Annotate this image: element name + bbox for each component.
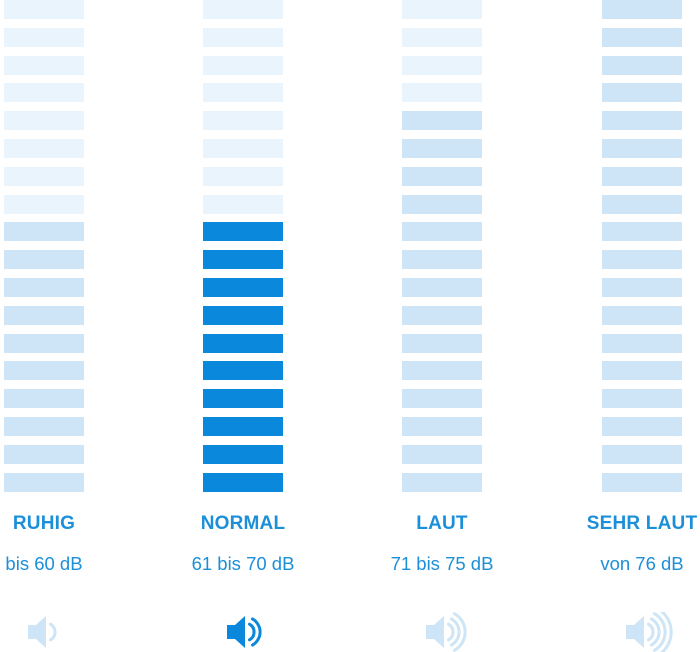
decibel-range: von 76 dB bbox=[600, 553, 684, 574]
meter-segment bbox=[402, 250, 482, 270]
meter-segment bbox=[203, 361, 283, 381]
meter-segment bbox=[602, 83, 682, 103]
meter-segment bbox=[203, 166, 283, 186]
meter-segment bbox=[402, 389, 482, 409]
noise-column-ruhig: RUHIG bis 60 dB bbox=[4, 0, 84, 648]
meter-segment bbox=[4, 139, 84, 158]
level-meter bbox=[402, 0, 482, 494]
meter-segment bbox=[402, 83, 482, 103]
meter-segment bbox=[203, 111, 283, 131]
meter-segment bbox=[4, 250, 84, 270]
meter-segment bbox=[402, 278, 482, 297]
noise-column-normal: NORMAL 61 bis 70 dB bbox=[192, 0, 294, 648]
decibel-range: bis 60 dB bbox=[5, 553, 83, 574]
meter-segment bbox=[203, 83, 283, 103]
meter-segment bbox=[402, 27, 482, 47]
meter-segment bbox=[203, 139, 283, 158]
meter-segment bbox=[203, 55, 283, 75]
meter-segment bbox=[203, 222, 283, 242]
meter-segment bbox=[4, 166, 84, 186]
meter-segment bbox=[602, 305, 682, 325]
level-meter bbox=[203, 0, 283, 494]
meter-segment bbox=[402, 333, 482, 353]
meter-segment bbox=[602, 472, 682, 492]
meter-segment bbox=[203, 27, 283, 47]
meter-segment bbox=[4, 278, 84, 297]
speaker-icon-3-waves bbox=[422, 612, 482, 652]
noise-column-sehr-laut: SEHR LAUT von 76 dB bbox=[587, 0, 697, 652]
category-title: NORMAL bbox=[200, 513, 286, 534]
meter-segment bbox=[402, 194, 482, 214]
meter-segment bbox=[602, 361, 682, 381]
speaker-icon-4-waves bbox=[622, 612, 682, 652]
decibel-range: 71 bis 75 dB bbox=[390, 553, 494, 574]
meter-segment bbox=[402, 444, 482, 464]
meter-segment bbox=[4, 55, 84, 75]
meter-segment bbox=[602, 417, 682, 436]
meter-segment bbox=[4, 444, 84, 464]
meter-segment bbox=[402, 361, 482, 381]
meter-segment bbox=[402, 166, 482, 186]
meter-segment bbox=[402, 0, 482, 19]
meter-segment bbox=[203, 417, 283, 436]
meter-segment bbox=[4, 111, 84, 131]
meter-segment bbox=[4, 305, 84, 325]
meter-segment bbox=[602, 278, 682, 297]
meter-segment bbox=[602, 0, 682, 19]
meter-segment bbox=[203, 472, 283, 492]
speaker-icon-2-waves bbox=[223, 612, 283, 652]
meter-segment bbox=[203, 389, 283, 409]
meter-segment bbox=[602, 333, 682, 353]
meter-segment bbox=[4, 222, 84, 242]
meter-segment bbox=[203, 305, 283, 325]
meter-segment bbox=[402, 139, 482, 158]
meter-segment bbox=[602, 111, 682, 131]
speaker-icon-1-wave bbox=[24, 612, 84, 652]
meter-segment bbox=[4, 27, 84, 47]
meter-segment bbox=[602, 444, 682, 464]
meter-segment bbox=[203, 444, 283, 464]
meter-segment bbox=[4, 389, 84, 409]
meter-segment bbox=[602, 250, 682, 270]
meter-segment bbox=[203, 250, 283, 270]
meter-segment bbox=[402, 111, 482, 131]
meter-segment bbox=[602, 389, 682, 409]
meter-segment bbox=[203, 194, 283, 214]
meter-segment bbox=[402, 222, 482, 242]
meter-segment bbox=[402, 305, 482, 325]
meter-segment bbox=[4, 361, 84, 381]
meter-segment bbox=[602, 222, 682, 242]
meter-segment bbox=[4, 472, 84, 492]
category-title: RUHIG bbox=[12, 513, 76, 534]
meter-segment bbox=[602, 166, 682, 186]
meter-segment bbox=[402, 417, 482, 436]
meter-segment bbox=[203, 0, 283, 19]
noise-column-laut: LAUT 71 bis 75 dB bbox=[391, 0, 493, 652]
meter-segment bbox=[402, 472, 482, 492]
meter-segment bbox=[602, 27, 682, 47]
meter-segment bbox=[4, 194, 84, 214]
level-meter bbox=[602, 0, 682, 494]
meter-segment bbox=[602, 194, 682, 214]
category-title: LAUT bbox=[416, 513, 468, 534]
level-meter bbox=[4, 0, 84, 494]
meter-segment bbox=[602, 139, 682, 158]
meter-segment bbox=[203, 278, 283, 297]
meter-segment bbox=[4, 0, 84, 19]
meter-segment bbox=[602, 55, 682, 75]
meter-segment bbox=[4, 417, 84, 436]
meter-segment bbox=[402, 55, 482, 75]
meter-segment bbox=[4, 333, 84, 353]
meter-segment bbox=[203, 333, 283, 353]
meter-segment bbox=[4, 83, 84, 103]
decibel-range: 61 bis 70 dB bbox=[191, 553, 295, 574]
category-title: SEHR LAUT bbox=[586, 513, 698, 534]
